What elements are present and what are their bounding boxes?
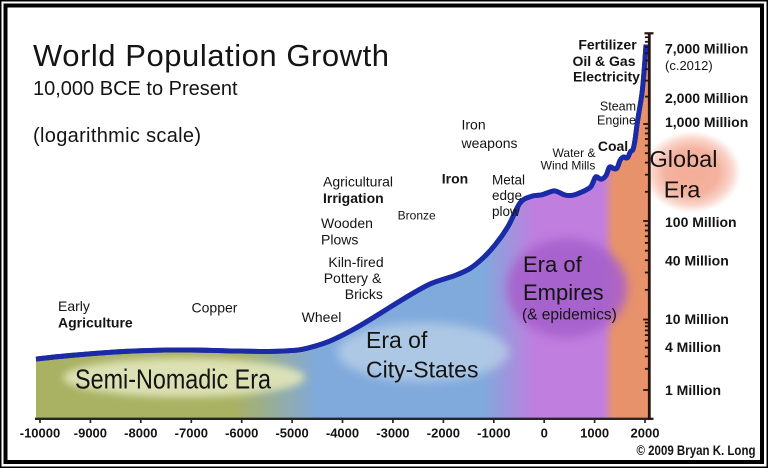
svg-text:-4000: -4000	[326, 426, 359, 441]
svg-text:plow: plow	[492, 204, 520, 219]
svg-text:edge: edge	[492, 188, 522, 203]
svg-text:Iron: Iron	[442, 171, 468, 187]
svg-text:weapons: weapons	[461, 135, 518, 151]
svg-text:Agricultural: Agricultural	[323, 174, 393, 190]
svg-text:Copper: Copper	[192, 300, 238, 316]
svg-text:Era of: Era of	[366, 327, 428, 353]
svg-text:Electricity: Electricity	[573, 69, 640, 85]
svg-text:Wind Mills: Wind Mills	[541, 159, 596, 173]
svg-text:Early: Early	[58, 298, 90, 314]
svg-text:Bronze: Bronze	[398, 209, 436, 223]
svg-text:1000: 1000	[580, 426, 609, 441]
svg-text:Oil & Gas: Oil & Gas	[572, 53, 635, 69]
svg-text:1 Million: 1 Million	[665, 382, 721, 398]
svg-text:-7000: -7000	[175, 426, 208, 441]
svg-text:1,000 Million: 1,000 Million	[665, 114, 748, 130]
svg-text:0: 0	[541, 426, 548, 441]
svg-text:Pottery &: Pottery &	[324, 270, 382, 286]
svg-text:-8000: -8000	[124, 426, 157, 441]
svg-text:Kiln-fired: Kiln-fired	[328, 254, 383, 270]
svg-text:10 Million: 10 Million	[665, 311, 729, 327]
svg-text:2,000 Million: 2,000 Million	[665, 90, 748, 106]
svg-text:(logarithmic scale): (logarithmic scale)	[33, 125, 201, 147]
svg-text:-1000: -1000	[477, 426, 510, 441]
svg-text:Plows: Plows	[321, 232, 358, 248]
svg-text:Irrigation: Irrigation	[323, 190, 384, 206]
svg-text:Steam: Steam	[600, 100, 636, 114]
svg-text:World Population Growth: World Population Growth	[33, 38, 389, 73]
svg-text:Era of: Era of	[523, 252, 583, 277]
svg-text:Semi-Nomadic Era: Semi-Nomadic Era	[75, 364, 272, 395]
svg-text:Global: Global	[650, 146, 718, 172]
svg-text:Engine: Engine	[597, 114, 636, 128]
svg-text:7,000 Million: 7,000 Million	[665, 41, 748, 57]
svg-text:Metal: Metal	[492, 173, 525, 188]
svg-text:-9000: -9000	[74, 426, 107, 441]
svg-text:Water &: Water &	[553, 146, 596, 160]
svg-text:Coal: Coal	[598, 138, 628, 154]
svg-text:© 2009 Bryan K. Long: © 2009 Bryan K. Long	[637, 443, 756, 458]
svg-text:Era: Era	[664, 177, 702, 203]
svg-text:4 Million: 4 Million	[665, 339, 721, 355]
svg-text:2000: 2000	[631, 426, 660, 441]
svg-text:Bricks: Bricks	[345, 286, 383, 302]
svg-text:City-States: City-States	[366, 357, 478, 383]
svg-text:100 Million: 100 Million	[665, 214, 737, 230]
svg-text:-2000: -2000	[427, 426, 460, 441]
svg-text:-10000: -10000	[20, 426, 60, 441]
svg-text:10,000 BCE to Present: 10,000 BCE to Present	[33, 78, 238, 100]
svg-text:40 Million: 40 Million	[665, 253, 729, 269]
svg-text:Agriculture: Agriculture	[58, 315, 133, 331]
svg-text:Fertilizer: Fertilizer	[578, 37, 637, 53]
svg-text:Iron: Iron	[462, 117, 486, 133]
svg-text:Empires: Empires	[523, 280, 604, 305]
svg-text:Wheel: Wheel	[302, 309, 342, 325]
svg-text:Wooden: Wooden	[321, 215, 373, 231]
svg-text:(& epidemics): (& epidemics)	[522, 307, 617, 324]
svg-text:-3000: -3000	[376, 426, 409, 441]
svg-text:(c.2012): (c.2012)	[665, 58, 713, 73]
svg-text:-6000: -6000	[225, 426, 258, 441]
svg-text:-5000: -5000	[275, 426, 308, 441]
